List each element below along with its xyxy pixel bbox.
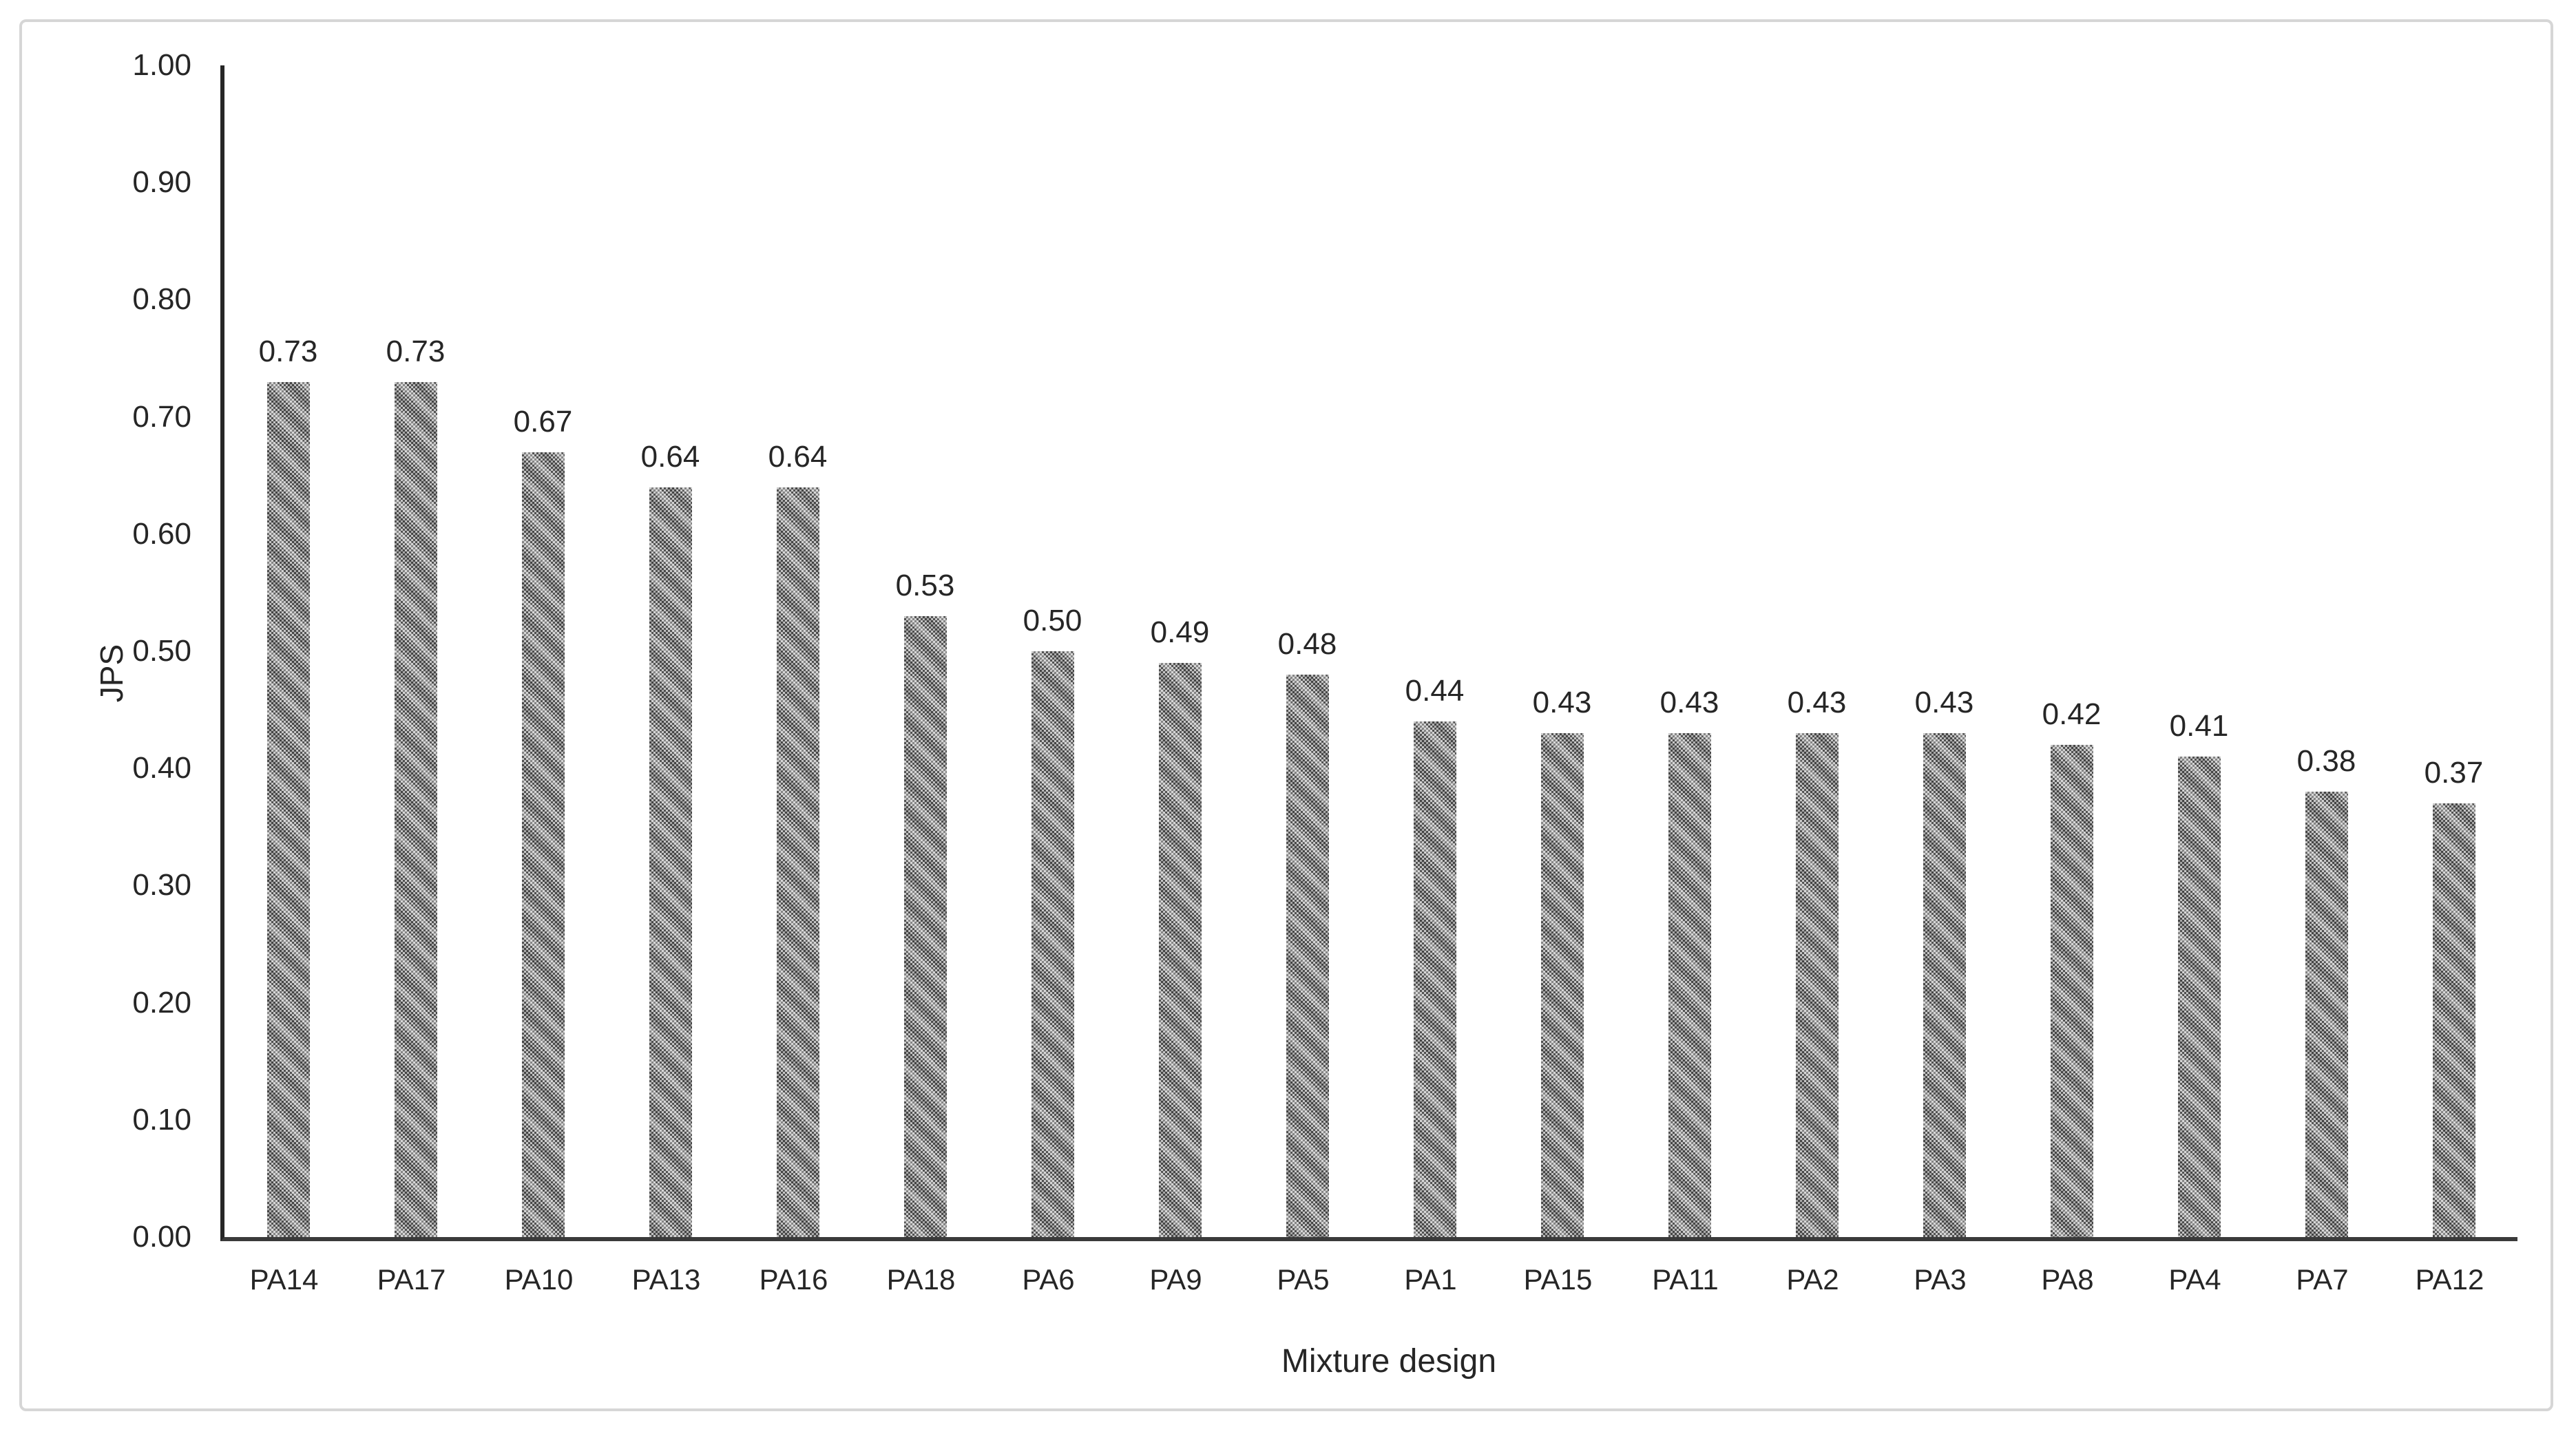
bar — [776, 487, 819, 1237]
bar-cell: 0.53 — [861, 65, 989, 1237]
bar — [1413, 721, 1456, 1237]
bar-cell: 0.64 — [734, 65, 861, 1237]
y-tick-label: 0.20 — [132, 985, 191, 1020]
x-tick-label: PA13 — [631, 1263, 701, 1296]
bar-cell: 0.38 — [2263, 65, 2390, 1237]
y-tick-label: 0.80 — [132, 282, 191, 317]
bar-cell: 0.73 — [352, 65, 479, 1237]
bar-cell: 0.41 — [2135, 65, 2263, 1237]
bar-value-label: 0.73 — [386, 335, 446, 368]
bar — [649, 487, 692, 1237]
bar — [1795, 733, 1839, 1237]
y-tick-label: 0.40 — [132, 751, 191, 785]
bar-cell: 0.37 — [2390, 65, 2517, 1237]
bar-value-label: 0.67 — [513, 405, 573, 439]
x-tick-label: PA16 — [759, 1263, 828, 1296]
bar — [2305, 792, 2348, 1237]
bar-value-label: 0.37 — [2424, 756, 2484, 790]
bar-cell: 0.50 — [989, 65, 1116, 1237]
x-tick-label: PA17 — [377, 1263, 446, 1296]
bar-cell: 0.43 — [1626, 65, 1753, 1237]
x-tick-label: PA3 — [1914, 1263, 1967, 1296]
bar — [1158, 663, 1202, 1237]
bar — [2432, 803, 2475, 1237]
x-tick-label: PA12 — [2415, 1263, 2484, 1296]
y-axis-title: JPS — [94, 644, 129, 703]
bar — [521, 452, 565, 1237]
bar-value-label: 0.43 — [1787, 686, 1847, 719]
x-tick-label: PA11 — [1652, 1263, 1719, 1296]
x-tick-label: PA15 — [1523, 1263, 1593, 1296]
bar — [1668, 733, 1711, 1237]
bar-value-label: 0.43 — [1914, 686, 1974, 719]
y-tick-label: 0.50 — [132, 634, 191, 668]
bar-value-label: 0.50 — [1023, 604, 1082, 637]
bar-value-label: 0.41 — [2169, 709, 2229, 743]
x-axis-title: Mixture design — [1281, 1343, 1497, 1380]
bar — [1031, 651, 1074, 1237]
bar-value-label: 0.53 — [895, 569, 955, 602]
x-tick-label: PA7 — [2296, 1263, 2349, 1296]
bar-value-label: 0.64 — [768, 440, 828, 474]
y-tick-label: 0.10 — [132, 1102, 191, 1137]
bar — [1923, 733, 1966, 1237]
y-tick-label: 0.30 — [132, 868, 191, 902]
x-tick-label: PA9 — [1149, 1263, 1202, 1296]
x-tick-label: PA18 — [886, 1263, 956, 1296]
bar — [2050, 745, 2093, 1237]
x-tick-label: PA5 — [1277, 1263, 1330, 1296]
bar-cell: 0.43 — [1881, 65, 2008, 1237]
bar-value-label: 0.73 — [258, 335, 318, 368]
x-tick-label: PA4 — [2168, 1263, 2221, 1296]
x-tick-label: PA8 — [2041, 1263, 2094, 1296]
bar-value-label: 0.42 — [2042, 697, 2102, 731]
bar-cell: 0.49 — [1116, 65, 1244, 1237]
bar — [903, 616, 947, 1237]
x-tick-label: PA1 — [1404, 1263, 1457, 1296]
bar-value-label: 0.44 — [1405, 674, 1465, 708]
bar-value-label: 0.49 — [1150, 615, 1210, 649]
bar-value-label: 0.64 — [640, 440, 700, 474]
plot-area: 0.73 0.73 0.67 0.64 0.64 0.53 0.50 0.49 0.48 0.44… — [220, 65, 2517, 1241]
bar-cell: 0.67 — [479, 65, 607, 1237]
y-tick-label: 0.60 — [132, 516, 191, 551]
bar — [266, 382, 310, 1237]
bar-value-label: 0.38 — [2296, 744, 2356, 778]
y-tick-label: 0.90 — [132, 165, 191, 200]
bar-value-label: 0.43 — [1659, 686, 1719, 719]
x-tick-label: PA14 — [249, 1263, 319, 1296]
bar-cell: 0.43 — [1498, 65, 1626, 1237]
bar-cell: 0.42 — [2008, 65, 2135, 1237]
bar — [1286, 675, 1329, 1237]
bar-cell: 0.48 — [1244, 65, 1371, 1237]
x-tick-label: PA6 — [1022, 1263, 1075, 1296]
y-tick-label: 1.00 — [132, 48, 191, 82]
bar — [1540, 733, 1584, 1237]
bar-value-label: 0.43 — [1532, 686, 1592, 719]
bar — [2177, 757, 2221, 1237]
bar-cell: 0.44 — [1371, 65, 1498, 1237]
bar-cell: 0.64 — [607, 65, 734, 1237]
bar-cell: 0.43 — [1753, 65, 1881, 1237]
bar-cell: 0.73 — [224, 65, 352, 1237]
y-tick-label: 0.00 — [132, 1220, 191, 1254]
y-tick-label: 0.70 — [132, 399, 191, 434]
x-tick-label: PA10 — [504, 1263, 574, 1296]
bar-value-label: 0.48 — [1277, 627, 1337, 661]
x-tick-label: PA2 — [1786, 1263, 1839, 1296]
bar — [394, 382, 437, 1237]
